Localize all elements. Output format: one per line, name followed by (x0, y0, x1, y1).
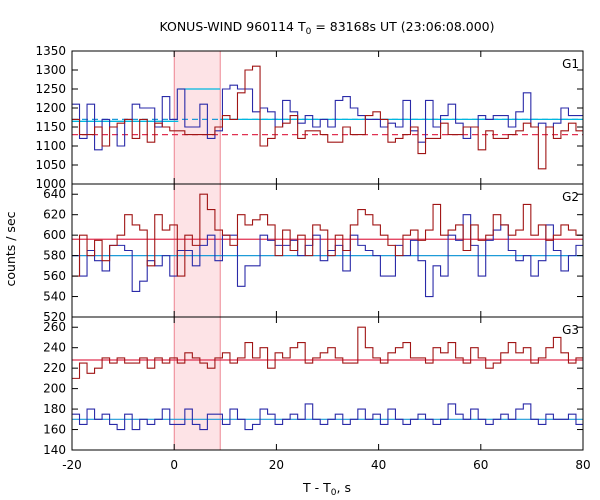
y-tick-label-g3: 220 (43, 361, 66, 375)
y-tick-label-g1: 1300 (35, 63, 66, 77)
x-axis-label-subscript: 0 (331, 488, 337, 498)
y-tick-label-g1: 1350 (35, 44, 66, 58)
x-axis-label-prefix: T - T (302, 480, 331, 495)
panel-label-g1: G1 (562, 57, 579, 71)
y-tick-label-g3: 180 (43, 402, 66, 416)
x-axis-label: T - T0, s (302, 480, 351, 498)
chart-title-prefix: KONUS-WIND 960114 T (159, 19, 305, 34)
x-tick-label: 60 (473, 458, 488, 472)
y-tick-label-g1: 1100 (35, 139, 66, 153)
panel-g3: 140 160 180 200 220 240 260 G3 (43, 316, 584, 457)
y-tick-label-g3: 260 (43, 320, 66, 334)
y-axis-label: counts / sec (3, 211, 18, 286)
y-tick-label-g1: 1000 (35, 177, 66, 191)
panel-g2: 520 540 560 580 600 620 640 G2 (43, 183, 584, 324)
y-tick-label-g1: 1200 (35, 101, 66, 115)
series-histogram-g1-blue (72, 84, 583, 151)
x-tick-label: 20 (269, 458, 284, 472)
y-tick-label-g2: 560 (43, 269, 66, 283)
chart-title-subscript: 0 (306, 27, 312, 37)
y-tick-label-g3: 200 (43, 382, 66, 396)
panels-layer: 1000 1050 1100 1150 1200 1250 1300 1350 G1 520 540… (35, 44, 584, 457)
y-tick-label-g3: 140 (43, 443, 66, 457)
x-tick-label: -20 (62, 458, 82, 472)
x-axis-label-suffix: , s (337, 480, 351, 495)
x-tick-label: 0 (170, 458, 178, 472)
y-tick-label-g1: 1050 (35, 158, 66, 172)
chart-title-suffix: = 83168s UT (23:06:08.000) (311, 19, 494, 34)
y-tick-label-g2: 520 (43, 310, 66, 324)
chart-title: KONUS-WIND 960114 T0 = 83168s UT (23:06:… (159, 19, 494, 37)
panel-frame-g3 (71, 316, 584, 451)
y-tick-label-g2: 600 (43, 228, 66, 242)
y-tick-label-g3: 160 (43, 423, 66, 437)
series-histogram-g2-red (72, 193, 583, 277)
y-tick-label-g2: 640 (43, 187, 66, 201)
y-tick-label-g1: 1150 (35, 120, 66, 134)
y-tick-label-g2: 580 (43, 249, 66, 263)
panel-frame-g1 (71, 50, 584, 185)
y-tick-label-g3: 240 (43, 341, 66, 355)
panel-g1: 1000 1050 1100 1150 1200 1250 1300 1350 G1 (35, 44, 584, 191)
series-histogram-g3-red (72, 326, 583, 379)
x-tick-label: 80 (575, 458, 590, 472)
series-histogram-g1-red (72, 65, 583, 170)
x-axis: -20 0 20 40 60 80 (62, 458, 590, 472)
panel-label-g3: G3 (562, 323, 579, 337)
y-tick-label-g2: 620 (43, 208, 66, 222)
y-tick-label-g2: 540 (43, 290, 66, 304)
x-tick-label: 40 (371, 458, 386, 472)
series-histogram-g3-blue (72, 403, 583, 431)
y-tick-label-g1: 1250 (35, 82, 66, 96)
panel-label-g2: G2 (562, 190, 579, 204)
